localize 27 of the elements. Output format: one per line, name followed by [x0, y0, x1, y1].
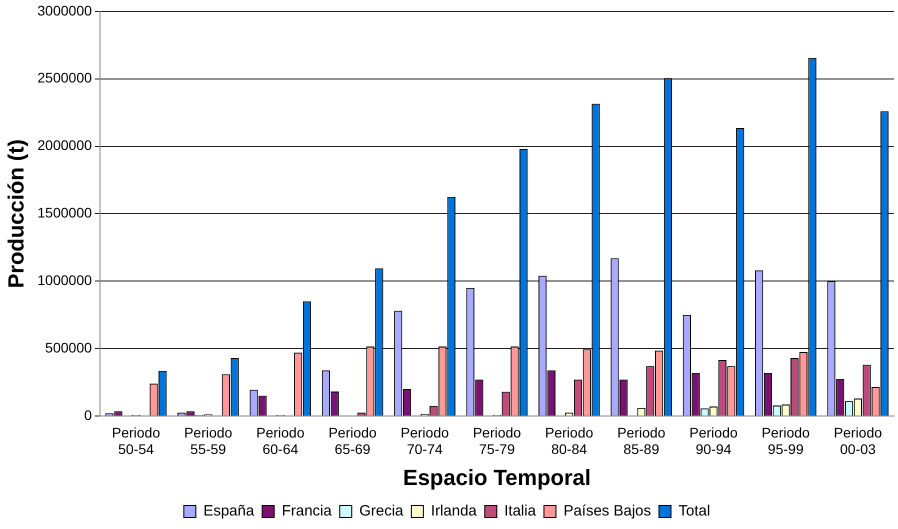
- x-axis-title: Espacio Temporal: [403, 464, 591, 490]
- y-tick-label: 500000: [45, 339, 92, 356]
- legend-label: Francia: [282, 502, 332, 520]
- x-tick-label: Periodo 85-89: [617, 424, 666, 458]
- x-tick-label: Periodo 55-59: [184, 424, 233, 458]
- x-tick-label: Periodo 70-74: [400, 424, 450, 458]
- x-tick-label: Periodo 80-84: [545, 424, 594, 458]
- x-tick-label: Periodo 50-54: [112, 424, 160, 458]
- legend-label: España: [203, 502, 255, 520]
- legend-label: Irlanda: [430, 502, 478, 520]
- x-tick-label: Periodo 95-99: [762, 424, 810, 458]
- x-tick-label: Periodo 00-03: [834, 424, 882, 458]
- legend-label: Países Bajos: [563, 502, 651, 520]
- y-tick-label: 1000000: [37, 272, 92, 288]
- legend-label: Italia: [504, 502, 537, 520]
- x-tick-label: Periodo 75-79: [472, 424, 522, 458]
- y-tick-label: 3000000: [37, 2, 92, 18]
- y-axis-title: Producción (t): [3, 139, 28, 288]
- y-tick-label: 2500000: [37, 70, 92, 86]
- legend-label: Grecia: [359, 502, 404, 520]
- x-tick-label: Periodo 60-64: [256, 424, 305, 458]
- y-tick-label: 0: [84, 406, 92, 423]
- x-tick-label: Periodo 90-94: [689, 424, 738, 458]
- x-tick-label: Periodo 65-69: [328, 424, 377, 458]
- legend-label: Total: [678, 502, 710, 520]
- y-tick-label: 2000000: [37, 137, 92, 154]
- y-tick-label: 1500000: [37, 204, 92, 221]
